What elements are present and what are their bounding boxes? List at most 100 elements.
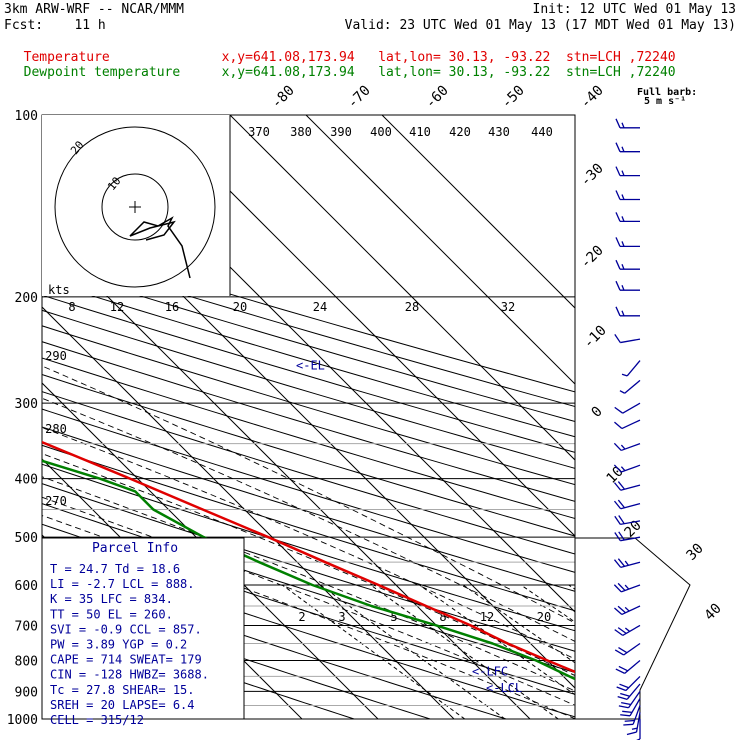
wind-barb [615, 237, 640, 248]
wind-barb-staff [624, 660, 641, 674]
hodograph-ring [101, 173, 169, 241]
wind-barb-flag [614, 607, 623, 615]
dry-adiabat [42, 294, 575, 453]
wind-barb-flag [615, 668, 625, 674]
isotherm-label: 0 [589, 404, 606, 421]
mixing-ratio-label: 12 [480, 610, 494, 624]
legend-dewpoint: Dewpoint temperature x,y=641.08,173.94 la… [8, 52, 733, 80]
hodograph-trace [129, 216, 191, 279]
wind-barb-flag [615, 166, 621, 176]
wind-barb [614, 334, 641, 344]
wind-barb [613, 464, 641, 473]
wind-barb-flag [617, 582, 626, 591]
moist-adiabat [42, 365, 575, 624]
wind-barb-half-flag [631, 727, 638, 730]
hodograph-axis-label: 16 [165, 300, 179, 314]
hodograph-ring [54, 126, 216, 288]
wind-barb-flag [620, 692, 630, 697]
dry-adiabat [42, 463, 575, 632]
parcel-info-row: CELL = 315/12 [50, 713, 144, 727]
wind-barb-staff [620, 464, 641, 473]
wind-barb-flag [613, 559, 622, 568]
hodograph-axis-label: 32 [501, 300, 515, 314]
theta-label: 290 [45, 349, 67, 363]
isotherm-label: 20 [622, 518, 645, 541]
wind-barb-flag [618, 705, 629, 709]
wind-barb-flag [618, 515, 625, 525]
wind-barb [613, 499, 641, 510]
wind-barb-flag [622, 710, 633, 714]
isotherm-label: 40 [702, 601, 725, 624]
dry-adiabat [42, 279, 575, 438]
mixing-ratio-label: 20 [537, 610, 551, 624]
legend-dewpoint-location: x,y=641.08,173.94 lat,lon= 30.13, -93.22… [221, 65, 676, 80]
wind-barb-half-flag [621, 373, 628, 377]
isotherm-label: -50 [499, 83, 528, 112]
wind-barb [614, 515, 641, 526]
parcel-info-row: LI = -2.7 LCL = 888. [50, 577, 195, 591]
wind-barb-half-flag [620, 466, 626, 472]
wind-barb [614, 531, 641, 542]
wind-barb-staff [620, 338, 641, 344]
wind-barb-flag [621, 701, 631, 706]
theta-label: 390 [330, 125, 352, 139]
wind-barb-flag [626, 731, 637, 736]
wind-barb-flag [617, 499, 626, 509]
dry-adiabat [42, 325, 575, 486]
wind-barb-flag [613, 482, 622, 491]
wind-barb-flag [614, 515, 621, 525]
isotherm-label: -80 [269, 83, 298, 112]
wind-barb-half-flag [619, 390, 625, 394]
hodograph-axis-label: 8 [68, 300, 75, 314]
wind-barb-staff [622, 624, 641, 636]
pressure-label: 300 [15, 397, 38, 412]
isotherm-label: 30 [684, 541, 707, 564]
theta-label: 420 [449, 125, 471, 139]
wind-barb [614, 605, 641, 616]
wind-barb-half-flag [624, 606, 630, 612]
parcel-info-row: SREH = 20 LAPSE= 6.4 [50, 698, 195, 712]
wind-barb-half-flag [621, 241, 625, 247]
wind-barb-flag [618, 647, 628, 654]
wind-barb-flag [614, 421, 623, 430]
mixing-ratio-label: 8 [439, 610, 446, 624]
wind-barb [615, 306, 640, 317]
wind-barb-flag [624, 719, 635, 722]
isotherm-line [42, 230, 531, 719]
parcel-info-row: SVI = -0.9 CCL = 857. [50, 622, 202, 636]
wind-barb [620, 698, 641, 717]
wind-barb [621, 360, 641, 377]
wind-barb-staff [625, 675, 641, 692]
wind-barb [615, 118, 640, 129]
wind-barb-flag [617, 695, 628, 700]
isotherm-line [153, 115, 575, 537]
wind-barb-flag [618, 531, 625, 541]
pressure-label: 100 [15, 109, 38, 124]
barb-frame [575, 537, 691, 720]
wind-barb-staff [623, 642, 641, 656]
wind-barb-flag [615, 142, 621, 152]
wind-barb [615, 259, 640, 270]
mixing-ratio-label: 5 [390, 610, 397, 624]
wind-barb [626, 712, 641, 736]
dry-adiabat [42, 357, 575, 519]
parcel-info-row: PW = 3.89 YGP = 0.2 [50, 638, 187, 652]
dry-adiabat [42, 444, 575, 612]
wind-barb [619, 379, 641, 394]
temperature-profile [42, 440, 575, 674]
wind-barb-staff [629, 698, 641, 717]
mixing-ratio-line [320, 584, 506, 719]
wind-barb-half-flag [624, 627, 631, 632]
isotherm-label: -10 [581, 323, 610, 352]
wind-barb-flag [620, 714, 631, 717]
wind-barb-flag [617, 558, 626, 567]
wind-barb [615, 166, 640, 177]
theta-label: 410 [409, 125, 431, 139]
parcel-info-row: CAPE = 714 SWEAT= 179 [50, 653, 202, 667]
hodograph-axis-label: 28 [405, 300, 419, 314]
pressure-label: 700 [15, 619, 38, 634]
isotherm-line [305, 115, 575, 385]
wind-barb [614, 642, 641, 656]
pressure-label: 1000 [7, 713, 38, 728]
isotherm-line [229, 115, 575, 461]
